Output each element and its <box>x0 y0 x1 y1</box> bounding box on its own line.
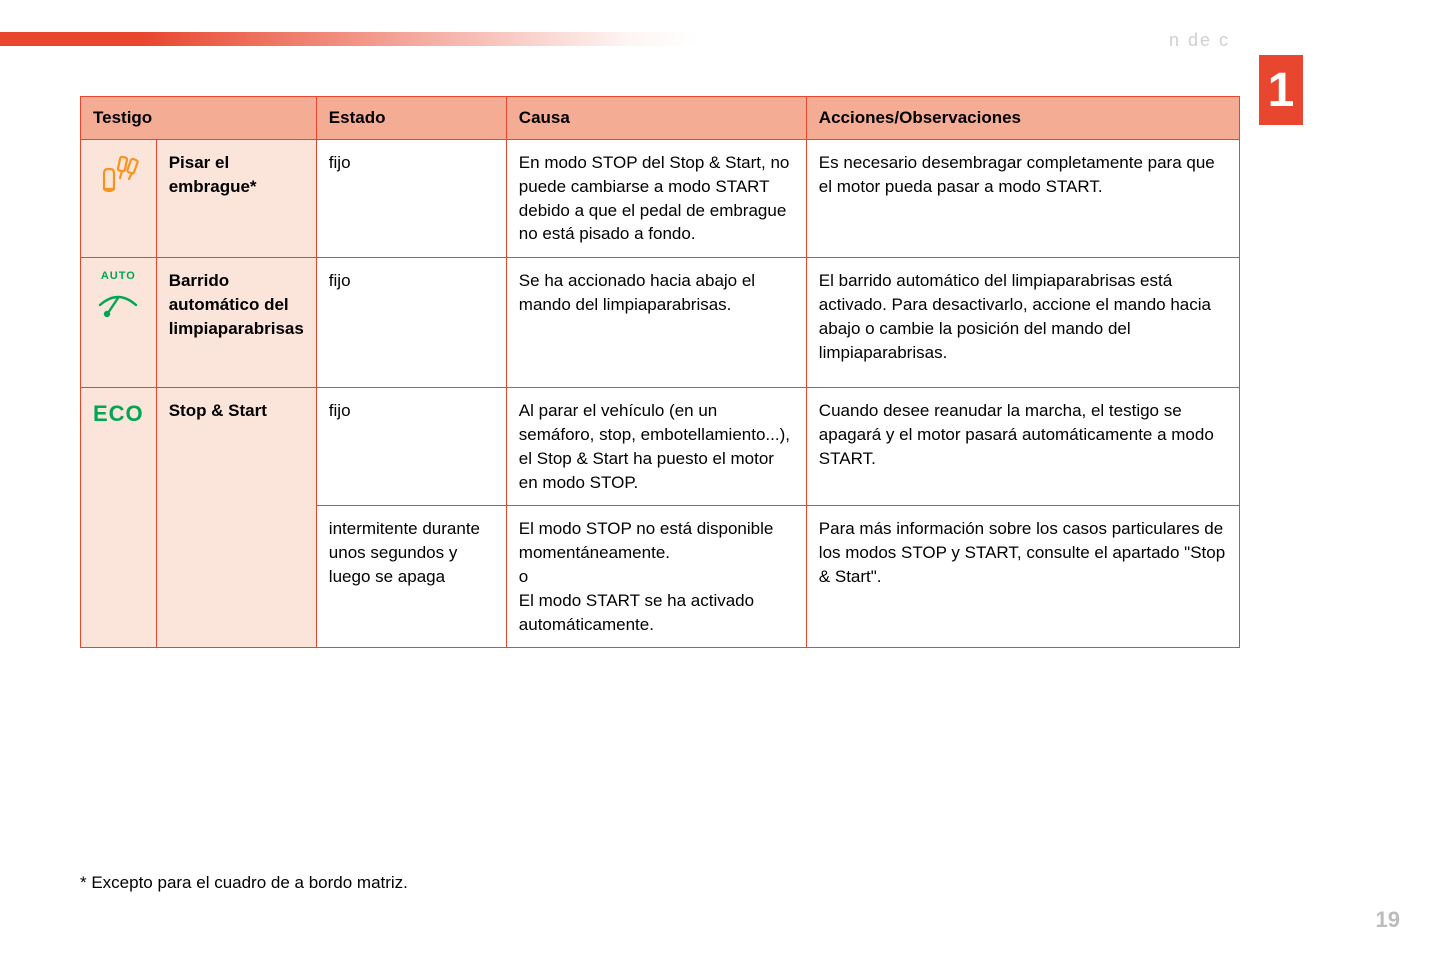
estado-cell: intermitente durante unos segundos y lue… <box>316 506 506 648</box>
header-gradient-stripe <box>0 32 700 46</box>
table-row: Pisar el embrague* fijo En modo STOP del… <box>81 140 1240 258</box>
eco-label: ECO <box>93 401 144 426</box>
table-header-row: Testigo Estado Causa Acciones/Observacio… <box>81 97 1240 140</box>
acciones-cell: El barrido automático del limpiaparabris… <box>806 258 1239 388</box>
icon-cell-clutch <box>81 140 157 258</box>
col-header-testigo: Testigo <box>81 97 317 140</box>
indicator-table: Testigo Estado Causa Acciones/Observacio… <box>80 96 1240 648</box>
acciones-cell: Es necesario desembragar completamente p… <box>806 140 1239 258</box>
header-section-fragment: n de c <box>1169 30 1230 51</box>
table-row: AUTO Barrido automático del limpiaparabr… <box>81 258 1240 388</box>
icon-cell-eco: ECO <box>81 388 157 648</box>
col-header-acciones: Acciones/Observaciones <box>806 97 1239 140</box>
label-cell-clutch: Pisar el embrague* <box>156 140 316 258</box>
estado-cell: fijo <box>316 258 506 388</box>
estado-cell: fijo <box>316 388 506 506</box>
acciones-cell: Cuando desee reanudar la marcha, el test… <box>806 388 1239 506</box>
estado-cell: fijo <box>316 140 506 258</box>
clutch-pedal-icon <box>96 151 140 195</box>
chapter-number-tab: 1 <box>1259 55 1303 125</box>
causa-cell: En modo STOP del Stop & Start, no puede … <box>506 140 806 258</box>
causa-cell: Se ha accionado hacia abajo el mando del… <box>506 258 806 388</box>
page-number: 19 <box>1376 907 1400 933</box>
label-cell-eco: Stop & Start <box>156 388 316 648</box>
causa-cell: Al parar el vehículo (en un semáforo, st… <box>506 388 806 506</box>
footnote-text: * Excepto para el cuadro de a bordo matr… <box>80 873 408 893</box>
table-row: ECO Stop & Start fijo Al parar el vehícu… <box>81 388 1240 506</box>
acciones-cell: Para más información sobre los casos par… <box>806 506 1239 648</box>
col-header-estado: Estado <box>316 97 506 140</box>
label-cell-wiper: Barrido automático del limpiaparabrisas <box>156 258 316 388</box>
icon-cell-wiper: AUTO <box>81 258 157 388</box>
auto-label: AUTO <box>93 269 144 284</box>
auto-wiper-icon <box>96 287 140 317</box>
col-header-causa: Causa <box>506 97 806 140</box>
causa-cell: El modo STOP no está disponible momentán… <box>506 506 806 648</box>
